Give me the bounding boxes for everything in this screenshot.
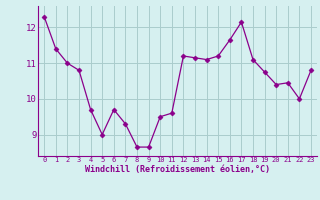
X-axis label: Windchill (Refroidissement éolien,°C): Windchill (Refroidissement éolien,°C) <box>85 165 270 174</box>
